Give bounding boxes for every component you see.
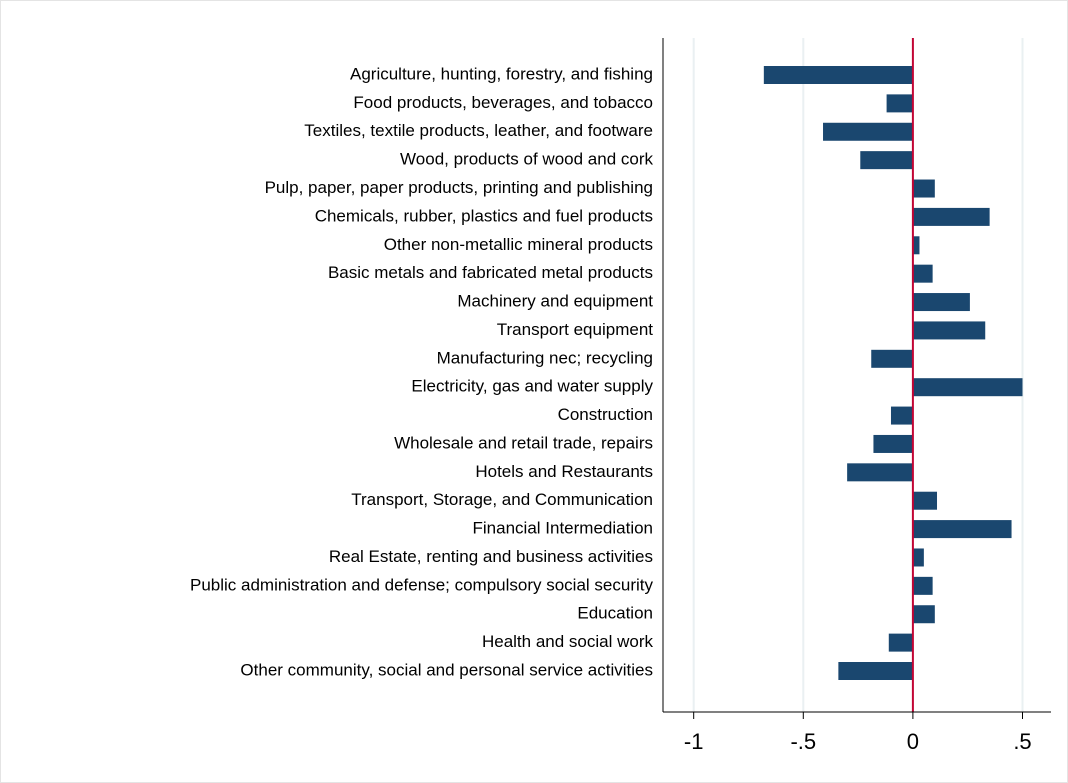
category-label: Food products, beverages, and tobacco [353,93,653,112]
category-label: Pulp, paper, paper products, printing an… [265,178,653,197]
category-label: Wholesale and retail trade, repairs [394,433,653,452]
bar [847,463,913,482]
bar [912,378,1023,397]
category-label: Machinery and equipment [457,292,653,311]
bar [886,94,913,113]
category-label: Basic metals and fabricated metal produc… [328,263,653,282]
category-label: Hotels and Restaurants [475,462,653,481]
bar [912,576,933,595]
category-label: Other community, social and personal ser… [240,660,653,679]
x-tick-label: 0 [907,729,919,754]
category-label: Real Estate, renting and business activi… [329,547,653,566]
category-label: Education [577,604,653,623]
bar [860,151,913,170]
category-label: Wood, products of wood and cork [400,150,653,169]
category-label: Construction [558,405,653,424]
bar [823,122,913,141]
bar [912,179,935,198]
x-tick-label: -.5 [790,729,816,754]
category-label: Financial Intermediation [473,519,653,538]
bar [871,349,913,368]
bar [912,293,970,312]
bar [912,520,1012,539]
bar [912,605,935,624]
x-tick-label: .5 [1013,729,1031,754]
bar [912,491,938,510]
category-label: Textiles, textile products, leather, and… [304,121,653,140]
category-label: Public administration and defense; compu… [190,575,654,594]
bar [912,548,924,567]
bar [838,662,913,680]
bar [912,264,933,283]
bar [912,236,920,255]
category-label: Chemicals, rubber, plastics and fuel pro… [315,206,653,225]
bar [763,66,913,84]
category-label: Agriculture, hunting, forestry, and fish… [350,64,653,83]
category-label: Transport equipment [497,320,654,339]
bar [912,207,990,226]
bar [890,406,913,425]
bar [888,633,913,652]
category-label: Other non-metallic mineral products [384,235,653,254]
x-tick-label: -1 [684,729,704,754]
category-label: Health and social work [482,632,654,651]
bar [912,321,986,340]
category-label: Transport, Storage, and Communication [351,490,653,509]
category-label: Manufacturing nec; recycling [437,348,653,367]
category-label: Electricity, gas and water supply [411,377,653,396]
bar [873,434,913,453]
